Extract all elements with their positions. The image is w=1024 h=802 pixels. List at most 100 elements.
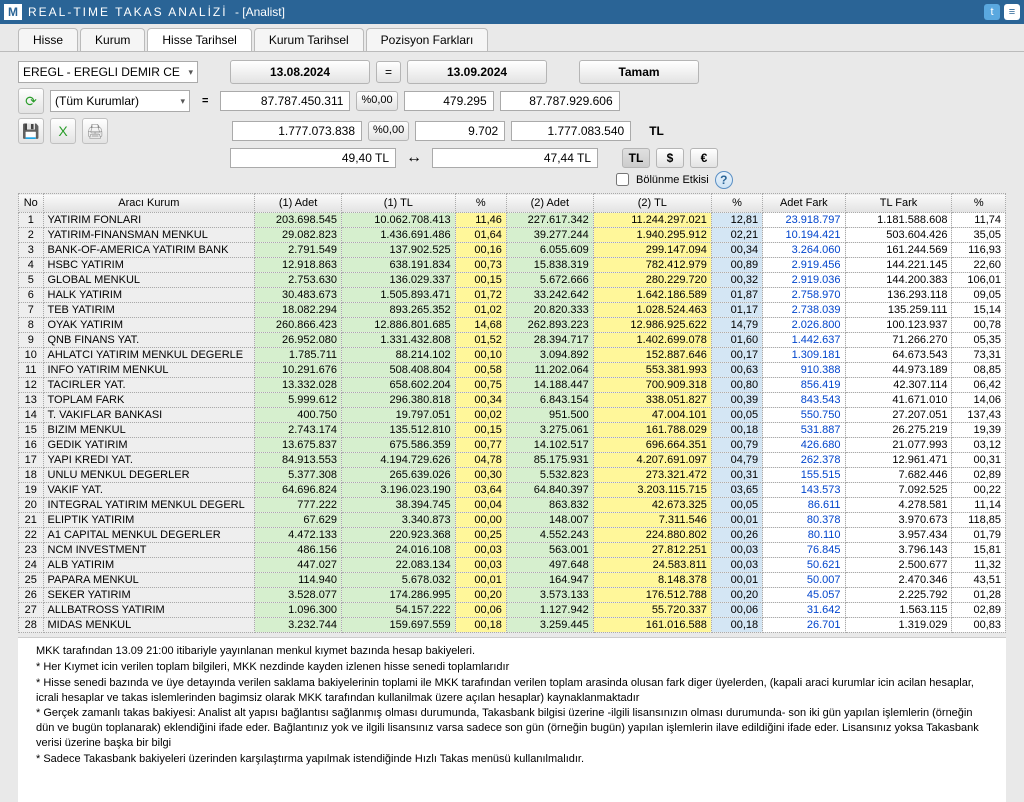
table-cell: 00,83 xyxy=(952,618,1006,633)
table-row[interactable]: 2YATIRIM-FINANSMAN MENKUL29.082.8231.436… xyxy=(19,228,1006,243)
currency-eur-button[interactable]: € xyxy=(690,148,718,168)
footnote-line: * Hisse senedi bazında ve üye detayında … xyxy=(36,676,988,706)
col-header[interactable]: % xyxy=(711,194,762,213)
table-row[interactable]: 8OYAK YATIRIM260.866.42312.886.801.68514… xyxy=(19,318,1006,333)
table-row[interactable]: 24ALB YATIRIM447.02722.083.13400,03497.6… xyxy=(19,558,1006,573)
print-icon[interactable]: 🖨 xyxy=(82,118,108,144)
table-row[interactable]: 16GEDIK YATIRIM13.675.837675.586.35900,7… xyxy=(19,438,1006,453)
table-cell: 02,89 xyxy=(952,468,1006,483)
table-row[interactable]: 9QNB FINANS YAT.26.952.0801.331.432.8080… xyxy=(19,333,1006,348)
table-cell: 227.617.342 xyxy=(506,213,593,228)
table-cell: 00,06 xyxy=(455,603,506,618)
table-cell: 10.062.708.413 xyxy=(342,213,456,228)
table-row[interactable]: 28MIDAS MENKUL3.232.744159.697.55900,183… xyxy=(19,618,1006,633)
table-row[interactable]: 15BIZIM MENKUL2.743.174135.512.81000,153… xyxy=(19,423,1006,438)
col-header[interactable]: (2) TL xyxy=(593,194,711,213)
table-cell: GLOBAL MENKUL xyxy=(43,273,255,288)
table-row[interactable]: 14T. VAKIFLAR BANKASI400.75019.797.05100… xyxy=(19,408,1006,423)
table-row[interactable]: 6HALK YATIRIM30.483.6731.505.893.47101,7… xyxy=(19,288,1006,303)
date-to-button[interactable]: 13.09.2024 xyxy=(407,60,547,84)
price2-input[interactable]: 47,44 TL xyxy=(432,148,598,168)
table-row[interactable]: 23NCM INVESTMENT486.15624.016.10800,0356… xyxy=(19,543,1006,558)
titlebar: M REAL-TIME TAKAS ANALİZİ - [Analist] t … xyxy=(0,0,1024,24)
tab-pozisyon-farkları[interactable]: Pozisyon Farkları xyxy=(366,28,489,51)
save-icon[interactable]: 💾 xyxy=(18,118,44,144)
table-row[interactable]: 10AHLATCI YATIRIM MENKUL DEGERLE1.785.71… xyxy=(19,348,1006,363)
summary1-pct[interactable]: %0,00 xyxy=(356,91,397,111)
table-cell: 11,74 xyxy=(952,213,1006,228)
col-header[interactable]: No xyxy=(19,194,44,213)
table-cell: 14.102.517 xyxy=(506,438,593,453)
table-row[interactable]: 12TACIRLER YAT.13.332.028658.602.20400,7… xyxy=(19,378,1006,393)
table-cell: 550.750 xyxy=(763,408,845,423)
table-cell: 86.611 xyxy=(763,498,845,513)
table-cell: 00,17 xyxy=(711,348,762,363)
table-row[interactable]: 19VAKIF YAT.64.696.8243.196.023.19003,64… xyxy=(19,483,1006,498)
tab-hisse-tarihsel[interactable]: Hisse Tarihsel xyxy=(147,28,251,51)
table-row[interactable]: 4HSBC YATIRIM12.918.863638.191.83400,731… xyxy=(19,258,1006,273)
table-row[interactable]: 13TOPLAM FARK5.999.612296.380.81800,346.… xyxy=(19,393,1006,408)
currency-usd-button[interactable]: $ xyxy=(656,148,684,168)
table-row[interactable]: 21ELIPTIK YATIRIM67.6293.340.87300,00148… xyxy=(19,513,1006,528)
table-row[interactable]: 27ALLBATROSS YATIRIM1.096.30054.157.2220… xyxy=(19,603,1006,618)
help-icon[interactable]: ? xyxy=(715,171,733,189)
table-row[interactable]: 25PAPARA MENKUL114.9405.678.03200,01164.… xyxy=(19,573,1006,588)
kurum-select[interactable]: (Tüm Kurumlar) ▾ xyxy=(50,90,190,112)
equals-button[interactable]: = xyxy=(376,61,401,83)
table-cell: 00,63 xyxy=(711,363,762,378)
table-cell: 2.225.792 xyxy=(845,588,952,603)
table-row[interactable]: 26SEKER YATIRIM3.528.077174.286.99500,20… xyxy=(19,588,1006,603)
table-cell: MIDAS MENKUL xyxy=(43,618,255,633)
table-cell: 5 xyxy=(19,273,44,288)
col-header[interactable]: % xyxy=(952,194,1006,213)
table-cell: 5.678.032 xyxy=(342,573,456,588)
col-header[interactable]: (1) TL xyxy=(342,194,456,213)
summary2-pct[interactable]: %0,00 xyxy=(368,121,409,141)
table-cell: 696.664.351 xyxy=(593,438,711,453)
table-cell: 02,21 xyxy=(711,228,762,243)
table-row[interactable]: 7TEB YATIRIM18.082.294893.265.35201,0220… xyxy=(19,303,1006,318)
col-header[interactable]: % xyxy=(455,194,506,213)
table-cell: 15 xyxy=(19,423,44,438)
table-cell: 13 xyxy=(19,393,44,408)
table-row[interactable]: 18UNLU MENKUL DEGERLER5.377.308265.639.0… xyxy=(19,468,1006,483)
col-header[interactable]: Adet Fark xyxy=(763,194,845,213)
tab-kurum[interactable]: Kurum xyxy=(80,28,145,51)
table-cell: 00,34 xyxy=(711,243,762,258)
tamam-button[interactable]: Tamam xyxy=(579,60,699,84)
excel-icon[interactable]: X xyxy=(50,118,76,144)
table-cell: 14,68 xyxy=(455,318,506,333)
tab-kurum-tarihsel[interactable]: Kurum Tarihsel xyxy=(254,28,364,51)
table-cell: 224.880.802 xyxy=(593,528,711,543)
table-row[interactable]: 5GLOBAL MENKUL2.753.630136.029.33700,155… xyxy=(19,273,1006,288)
col-header[interactable]: TL Fark xyxy=(845,194,952,213)
col-header[interactable]: (1) Adet xyxy=(255,194,342,213)
currency-tl-button[interactable]: TL xyxy=(622,148,650,168)
table-cell: 400.750 xyxy=(255,408,342,423)
table-row[interactable]: 17YAPI KREDI YAT.84.913.5534.194.729.626… xyxy=(19,453,1006,468)
table-cell: 00,06 xyxy=(711,603,762,618)
table-cell: 137.902.525 xyxy=(342,243,456,258)
table-row[interactable]: 1YATIRIM FONLARI203.698.54510.062.708.41… xyxy=(19,213,1006,228)
table-row[interactable]: 20INTEGRAL YATIRIM MENKUL DEGERL777.2223… xyxy=(19,498,1006,513)
col-header[interactable]: (2) Adet xyxy=(506,194,593,213)
stock-select[interactable]: EREGL - EREGLI DEMIR CE ▾ xyxy=(18,61,198,83)
table-cell: 3.573.133 xyxy=(506,588,593,603)
table-cell: 01,60 xyxy=(711,333,762,348)
refresh-icon[interactable]: ⟳ xyxy=(18,88,44,114)
table-cell: HSBC YATIRIM xyxy=(43,258,255,273)
table-row[interactable]: 11INFO YATIRIM MENKUL10.291.676508.408.8… xyxy=(19,363,1006,378)
table-cell: 44.973.189 xyxy=(845,363,952,378)
table-row[interactable]: 22A1 CAPITAL MENKUL DEGERLER4.472.133220… xyxy=(19,528,1006,543)
date-from-button[interactable]: 13.08.2024 xyxy=(230,60,370,84)
table-cell: YATIRIM FONLARI xyxy=(43,213,255,228)
col-header[interactable]: Aracı Kurum xyxy=(43,194,255,213)
menu-icon[interactable]: ≡ xyxy=(1004,4,1020,20)
table-cell: 00,03 xyxy=(455,543,506,558)
twitter-icon[interactable]: t xyxy=(984,4,1000,20)
bolunme-checkbox-row[interactable]: Bölünme Etkisi xyxy=(612,170,709,189)
table-row[interactable]: 3BANK-OF-AMERICA YATIRIM BANK2.791.54913… xyxy=(19,243,1006,258)
price1-input[interactable]: 49,40 TL xyxy=(230,148,396,168)
bolunme-checkbox[interactable] xyxy=(616,173,629,186)
tab-hisse[interactable]: Hisse xyxy=(18,28,78,51)
